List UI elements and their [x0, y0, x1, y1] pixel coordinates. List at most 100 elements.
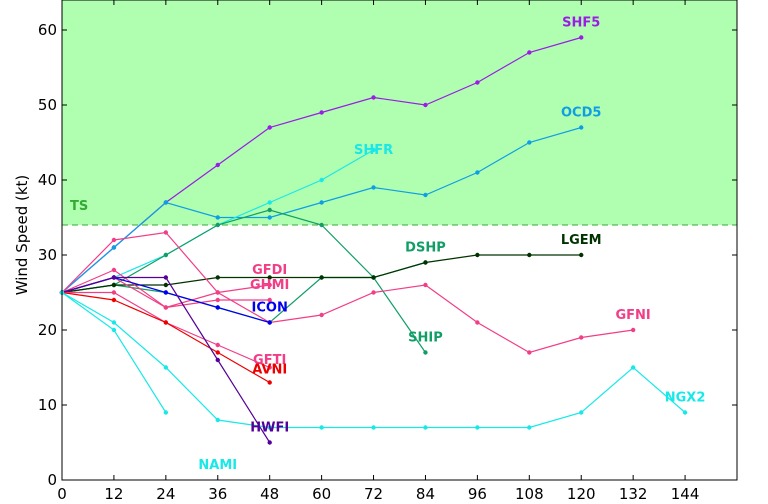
data-point-lgem: [163, 282, 169, 288]
data-point-ghmi: [215, 297, 220, 303]
x-tick-label: 144: [671, 485, 700, 503]
y-tick-label: 30: [38, 246, 57, 264]
x-tick-label: 120: [567, 485, 596, 503]
series-label-lgem: LGEM: [561, 233, 602, 248]
data-point-gfni: [371, 290, 376, 295]
plot-frame: [61, 0, 738, 481]
data-point-ngx2: [215, 417, 220, 423]
series-label-nami: NAMI: [198, 458, 237, 473]
data-point-shf5: [423, 102, 428, 108]
data-point-gfti: [267, 365, 272, 370]
data-point-ngx2: [111, 320, 117, 325]
data-point-shf5: [319, 110, 324, 115]
ts-region: [62, 0, 737, 225]
series-label-ocd5: OCD5: [561, 105, 601, 120]
data-point-ocd5: [111, 245, 117, 250]
data-point-shf5: [267, 125, 272, 130]
series-label-hwfi: HWFI: [250, 420, 289, 435]
y-tick-label: 20: [38, 321, 57, 339]
data-point-gfni: [630, 327, 636, 333]
data-point-ship: [319, 222, 324, 228]
data-point-shfr: [267, 200, 272, 205]
data-point-gfni: [163, 230, 169, 235]
data-point-lgem: [267, 275, 272, 280]
y-axis-label: Wind Speed (kt): [13, 175, 31, 296]
data-point-shf5: [215, 162, 220, 168]
data-point-gfdi: [111, 267, 117, 273]
data-point-ship: [215, 222, 220, 228]
series-label-avni: AVNI: [252, 363, 287, 378]
series-line-gfni: [61, 231, 634, 354]
x-tick-label: 48: [260, 485, 279, 503]
data-point-icon: [267, 320, 272, 325]
data-point-lgem: [111, 282, 117, 288]
data-point-ship: [163, 252, 169, 258]
y-tick-label: 10: [38, 396, 57, 414]
data-point-ocd5: [527, 140, 532, 145]
x-tick-label: 24: [156, 485, 175, 503]
y-tick-label: 60: [38, 21, 57, 39]
x-tick-label: 12: [104, 485, 123, 503]
data-point-ocd5: [319, 200, 324, 205]
data-point-hwfi: [111, 275, 117, 280]
data-point-ngx2: [475, 425, 480, 430]
data-point-lgem: [319, 275, 324, 280]
data-point-hwfi: [267, 440, 272, 445]
series-label-ghmi: GHMI: [250, 278, 289, 293]
x-tick-label: 72: [364, 485, 383, 503]
data-point-ngx2: [319, 425, 324, 430]
data-point-ngx2: [371, 425, 376, 430]
x-tick-label: 108: [515, 485, 544, 503]
series-label-gfdi: GFDI: [252, 263, 287, 278]
data-point-ocd5: [215, 215, 220, 220]
data-point-ngx2: [630, 365, 636, 370]
ts-threshold: TS: [62, 0, 737, 226]
data-point-ship: [267, 207, 272, 213]
data-point-gfni: [319, 312, 324, 318]
data-point-gfni: [527, 350, 532, 355]
data-point-lgem: [423, 260, 428, 265]
y-tick-label: 40: [38, 171, 57, 189]
data-point-gfdi: [215, 290, 220, 295]
x-tick-label: 0: [57, 485, 67, 503]
data-point-lgem: [527, 252, 532, 258]
data-point-shf5: [475, 80, 480, 85]
data-point-ngx2: [527, 425, 532, 430]
data-point-avni: [111, 297, 117, 303]
series-label-shf5: SHF5: [562, 15, 600, 30]
y-tick-label: 50: [38, 96, 57, 114]
data-point-ocd5: [163, 200, 169, 205]
x-tick-label: 132: [619, 485, 648, 503]
series-label-icon: ICON: [252, 300, 288, 315]
series-label-gfni: GFNI: [616, 308, 651, 323]
data-point-ocd5: [267, 215, 272, 220]
axes: 0 12 24 36 48 60 72 84 96 108 120 132 144 0 10 20 30 40 50…: [38, 0, 738, 503]
data-point-ngx2: [579, 410, 584, 415]
data-point-avni: [267, 380, 272, 385]
series-label-dshp: DSHP: [405, 240, 446, 255]
x-tick-label: 96: [468, 485, 487, 503]
data-point-avni: [163, 320, 169, 325]
data-point-shf5: [579, 35, 584, 40]
data-point-nami: [163, 410, 169, 415]
data-point-ship: [423, 350, 428, 355]
data-point-lgem: [475, 252, 480, 258]
data-point-hwfi: [163, 275, 169, 280]
data-point-ghmi: [267, 297, 272, 303]
data-point-nami: [111, 327, 117, 333]
data-point-lgem: [579, 252, 584, 258]
series-label-ngx2: NGX2: [665, 390, 706, 405]
series-label-gfti: GFTI: [253, 353, 286, 368]
data-point-ocd5: [423, 192, 428, 198]
data-point-gfni: [579, 335, 584, 340]
data-point-gfni: [111, 237, 117, 243]
data-point-gfni: [423, 282, 428, 288]
data-point-gfdi: [267, 282, 272, 288]
data-point-ngx2: [682, 410, 688, 415]
x-tick-label: 36: [208, 485, 227, 503]
data-point-shfr: [371, 147, 376, 153]
ts-label: TS: [70, 199, 88, 214]
x-tick-label: 60: [312, 485, 331, 503]
